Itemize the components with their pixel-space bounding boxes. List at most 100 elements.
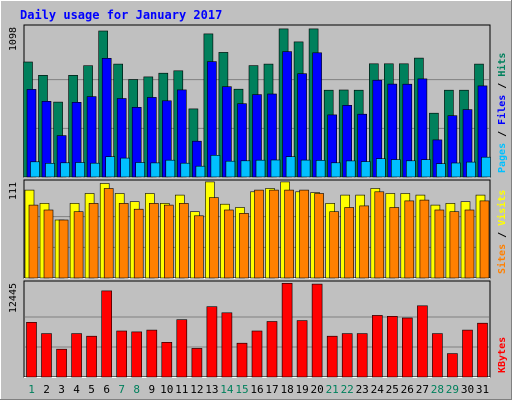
bar-sites-day-9 [149,203,159,279]
bar-kbytes-day-10 [161,341,173,378]
x-tick-label-day-12: 12 [190,383,203,396]
bar-pages-day-22 [345,160,356,178]
bar-kbytes-day-19 [296,320,308,378]
x-tick-label-day-4: 4 [73,383,80,396]
series-sites [28,188,490,279]
bar-kbytes-day-14 [221,312,233,378]
bar-pages-day-10 [165,159,176,178]
bar-sites-day-22 [344,207,355,279]
bar-kbytes-day-8 [131,331,142,378]
bar-pages-day-29 [451,162,461,178]
bar-kbytes-day-17 [266,321,278,378]
x-tick-label-day-3: 3 [58,383,65,396]
bar-sites-day-10 [164,204,174,279]
bar-pages-day-16 [255,159,266,178]
bar-sites-day-31 [479,200,490,279]
y-max-label: 111 [8,182,19,200]
bar-kbytes-day-23 [356,333,368,378]
bar-pages-day-6 [105,156,115,178]
bar-pages-day-9 [150,162,161,178]
bar-sites-day-29 [449,211,460,279]
bar-sites-day-18 [284,189,294,279]
bar-pages-day-20 [315,160,326,178]
bar-pages-day-18 [285,156,296,178]
bar-pages-day-5 [90,162,100,178]
bar-pages-day-30 [466,161,476,178]
bar-sites-day-4 [73,211,84,279]
bar-pages-day-4 [75,162,85,178]
bar-kbytes-day-16 [251,330,263,378]
bar-sites-day-2 [43,209,54,279]
legend-sites: Sites [496,244,508,274]
x-axis-labels: 1 2 3 4 5 6 7 8 9 10 11 12 13 14 15 16 17 18 19 20 21 22 23 24 2… [28,383,489,396]
x-tick-label-day-9: 9 [148,383,155,396]
bar-kbytes-day-24 [371,315,383,378]
bar-sites-day-3 [58,219,69,279]
bar-kbytes-day-20 [311,283,323,378]
x-tick-label-day-2: 2 [43,383,50,396]
x-tick-label-day-25: 25 [386,383,399,396]
x-tick-label-day-11: 11 [175,383,188,396]
bar-kbytes-day-21 [326,335,338,378]
x-tick-label-day-22: 22 [341,383,354,396]
bar-kbytes-day-11 [176,319,188,378]
bar-kbytes-day-22 [341,333,353,378]
bar-pages-day-31 [481,156,491,178]
series-kbytes [26,282,488,378]
bar-sites-day-16 [254,189,264,279]
x-tick-label-day-26: 26 [401,383,414,396]
legend-visits: Visits [496,190,508,226]
bar-kbytes-day-25 [386,315,398,378]
x-tick-label-day-31: 31 [476,383,489,396]
bar-sites-day-6 [103,188,114,279]
x-tick-label-day-24: 24 [371,383,385,396]
bar-kbytes-day-13 [206,306,218,378]
bar-sites-day-8 [133,208,144,279]
bar-kbytes-day-29 [447,353,458,378]
bar-pages-day-8 [135,162,145,178]
bar-sites-day-21 [329,211,340,279]
x-tick-label-day-30: 30 [461,383,474,396]
bar-sites-day-14 [224,209,234,279]
series-pages [30,155,491,178]
y-max-label: 1098 [8,27,19,51]
bar-kbytes-day-28 [432,333,443,378]
bar-pages-day-12 [195,165,206,178]
bar-kbytes-day-12 [191,348,203,378]
bar-pages-day-24 [375,158,386,178]
bar-pages-day-13 [210,155,221,178]
side-legend: Pages / Files / Hits [496,53,508,173]
bar-sites-day-19 [299,189,309,279]
bar-pages-day-3 [60,162,70,178]
legend-hits: Hits [496,53,508,77]
bar-sites-day-23 [359,205,370,279]
chart-panels: 1098 Pages / Files / Hits 111 Sites / Visit… [8,24,508,378]
bar-kbytes-day-7 [116,330,127,378]
bar-kbytes-day-31 [477,322,488,378]
bar-sites-day-17 [269,189,279,279]
bar-pages-day-15 [240,160,251,178]
bar-pages-day-21 [330,162,341,178]
x-tick-label-day-14: 14 [220,383,234,396]
x-tick-label-day-1: 1 [28,383,35,396]
bar-pages-day-11 [180,162,191,178]
bar-pages-day-25 [390,159,401,178]
bar-pages-day-27 [421,159,431,178]
bar-kbytes-day-5 [86,335,97,378]
side-legend: Sites / Visits [496,190,508,274]
legend-files: Files [496,95,508,125]
legend-pages: Pages [497,143,508,173]
panel-visits-sites: 111 Sites / Visits [8,179,508,279]
panel-kbytes: 12445 KBytes [8,280,508,378]
bar-sites-day-12 [194,215,204,279]
bar-pages-day-2 [45,163,55,178]
chart-title: Daily usage for January 2017 [20,8,222,22]
x-tick-label-day-19: 19 [295,383,308,396]
bar-sites-day-30 [464,209,475,279]
legend-kbytes: KBytes [497,337,508,373]
bar-kbytes-day-2 [41,333,52,378]
side-legend: KBytes [497,337,508,373]
x-tick-label-day-15: 15 [235,383,248,396]
x-tick-label-day-29: 29 [446,383,459,396]
